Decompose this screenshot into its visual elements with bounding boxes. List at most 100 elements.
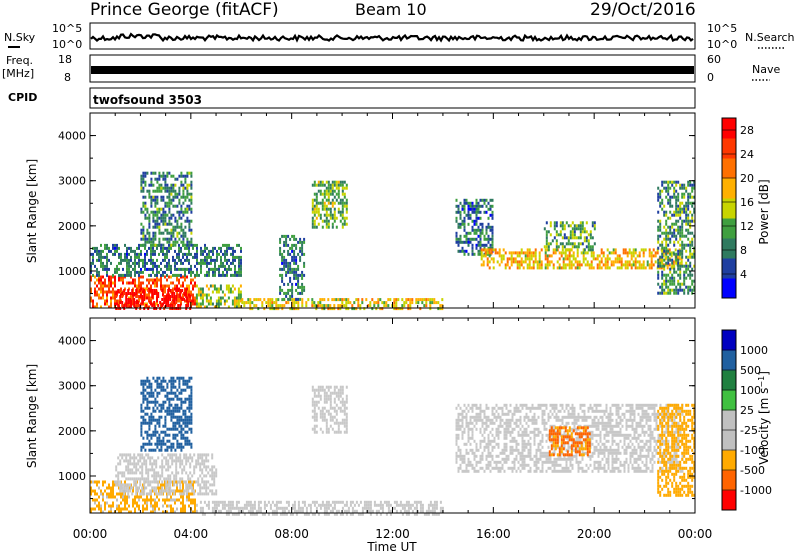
range-gate-cell	[174, 267, 176, 271]
range-gate-cell	[347, 301, 350, 305]
range-gate-cell	[612, 263, 615, 267]
range-gate-cell	[331, 391, 334, 395]
range-gate-cell	[151, 474, 154, 478]
range-gate-cell	[465, 469, 468, 473]
range-gate-cell	[171, 462, 174, 466]
range-gate-cell	[345, 198, 348, 202]
range-gate-cell	[104, 284, 106, 288]
range-gate-cell	[590, 251, 593, 255]
range-gate-cell	[146, 207, 149, 211]
range-gate-cell	[650, 260, 653, 264]
range-gate-cell	[126, 495, 128, 499]
range-gate-cell	[341, 189, 344, 193]
range-gate-cell	[581, 242, 584, 246]
range-gate-cell	[171, 289, 174, 292]
range-gate-cell	[327, 192, 330, 196]
range-gate-cell	[335, 183, 338, 187]
range-gate-cell	[156, 264, 158, 268]
range-gate-cell	[94, 489, 96, 493]
range-gate-cell	[245, 506, 248, 510]
range-gate-cell	[673, 282, 676, 286]
range-gate-cell	[154, 278, 156, 282]
range-gate-cell	[303, 512, 306, 516]
range-gate-cell	[199, 305, 202, 309]
range-gate-cell	[267, 304, 270, 308]
range-gate-cell	[178, 430, 181, 434]
range-gate-cell	[555, 224, 558, 228]
range-gate-cell	[279, 240, 282, 244]
range-gate-cell	[148, 394, 151, 398]
range-gate-cell	[176, 275, 178, 279]
range-gate-cell	[331, 298, 334, 302]
range-gate-cell	[135, 304, 138, 307]
range-gate-cell	[150, 418, 153, 422]
range-gate-cell	[571, 236, 574, 240]
range-gate-cell	[100, 255, 102, 259]
range-gate-cell	[211, 284, 214, 288]
range-gate-cell	[610, 251, 613, 255]
range-gate-cell	[172, 442, 175, 446]
range-gate-cell	[475, 198, 478, 202]
range-gate-cell	[121, 295, 124, 298]
range-gate-cell	[255, 304, 258, 308]
range-gate-cell	[467, 433, 470, 437]
range-gate-cell	[642, 251, 645, 255]
range-gate-cell	[136, 261, 138, 265]
range-gate-cell	[120, 492, 122, 496]
range-gate-cell	[190, 195, 193, 199]
range-gate-cell	[190, 281, 192, 285]
range-gate-cell	[178, 415, 181, 419]
range-gate-cell	[168, 409, 171, 413]
range-gate-cell	[164, 415, 167, 419]
range-gate-cell	[148, 415, 151, 419]
range-gate-cell	[104, 302, 106, 306]
range-gate-cell	[473, 219, 476, 223]
range-gate-cell	[572, 257, 575, 261]
range-gate-cell	[188, 379, 191, 383]
range-gate-cell	[672, 260, 675, 264]
range-gate-cell	[189, 465, 192, 469]
range-gate-cell	[129, 471, 132, 475]
range-gate-cell	[140, 210, 143, 214]
range-gate-cell	[129, 459, 132, 463]
range-gate-cell	[150, 180, 153, 184]
range-gate-cell	[125, 486, 128, 490]
range-gate-cell	[195, 509, 198, 513]
range-gate-cell	[579, 242, 582, 246]
range-gate-cell	[128, 258, 130, 262]
range-gate-cell	[190, 418, 193, 422]
range-gate-cell	[323, 391, 326, 395]
range-gate-cell	[161, 462, 164, 466]
range-gate-cell	[673, 189, 676, 193]
range-gate-cell	[327, 180, 330, 184]
range-gate-cell	[131, 492, 134, 496]
range-gate-cell	[170, 186, 173, 190]
range-gate-cell	[194, 501, 196, 505]
range-gate-cell	[208, 249, 210, 253]
range-gate-cell	[168, 264, 170, 268]
range-gate-cell	[166, 492, 168, 496]
range-gate-cell	[126, 267, 128, 271]
range-gate-cell	[126, 261, 128, 265]
range-gate-cell	[329, 503, 332, 507]
range-gate-cell	[419, 298, 422, 302]
range-gate-cell	[660, 266, 663, 270]
range-gate-cell	[657, 264, 660, 268]
range-gate-cell	[195, 284, 198, 288]
range-gate-cell	[593, 224, 596, 228]
range-gate-cell	[383, 301, 386, 305]
range-gate-cell	[147, 456, 150, 460]
range-gate-cell	[659, 234, 662, 238]
range-gate-cell	[405, 500, 408, 504]
range-gate-cell	[580, 263, 583, 267]
range-gate-cell	[435, 301, 438, 305]
range-gate-cell	[199, 302, 202, 306]
range-gate-cell	[126, 255, 128, 259]
range-gate-cell	[170, 275, 172, 279]
range-gate-cell	[349, 301, 352, 305]
range-gate-cell	[569, 242, 572, 246]
range-gate-cell	[321, 500, 324, 504]
range-gate-cell	[661, 285, 664, 289]
range-gate-cell	[182, 495, 184, 499]
range-gate-cell	[485, 454, 488, 458]
